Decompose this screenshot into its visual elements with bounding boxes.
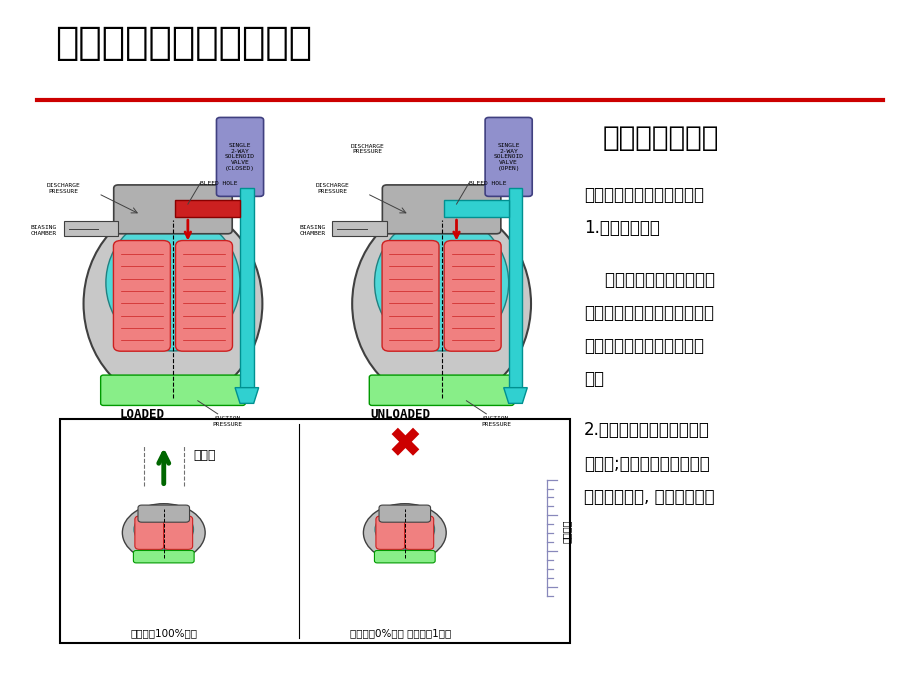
Text: BLEED HOLE: BLEED HOLE bbox=[200, 181, 237, 186]
Bar bbox=[176, 200, 240, 217]
Text: SUCTION
PRESSURE: SUCTION PRESSURE bbox=[212, 416, 243, 427]
Text: LOADED: LOADED bbox=[120, 408, 165, 420]
Text: SUCTION
PRESSURE: SUCTION PRESSURE bbox=[481, 416, 511, 427]
Text: 量。: 量。 bbox=[584, 370, 604, 388]
Ellipse shape bbox=[375, 509, 434, 549]
Ellipse shape bbox=[352, 204, 530, 404]
FancyBboxPatch shape bbox=[444, 241, 501, 351]
Text: DISCHARGE
PRESSURE: DISCHARGE PRESSURE bbox=[350, 144, 383, 155]
FancyBboxPatch shape bbox=[404, 516, 433, 549]
FancyBboxPatch shape bbox=[382, 185, 500, 234]
Text: 数码涉旋操作分两个阶段：: 数码涉旋操作分两个阶段： bbox=[584, 186, 703, 204]
FancyBboxPatch shape bbox=[100, 375, 245, 406]
Ellipse shape bbox=[84, 204, 262, 404]
FancyBboxPatch shape bbox=[369, 375, 514, 406]
Bar bbox=[444, 200, 508, 217]
Text: SINGLE
2-WAY
SOLENOID
VALVE
(OPEN): SINGLE 2-WAY SOLENOID VALVE (OPEN) bbox=[494, 143, 523, 171]
FancyBboxPatch shape bbox=[374, 551, 435, 563]
FancyBboxPatch shape bbox=[114, 185, 232, 234]
Text: ✖: ✖ bbox=[387, 424, 422, 466]
FancyBboxPatch shape bbox=[376, 516, 404, 549]
FancyBboxPatch shape bbox=[176, 241, 233, 351]
FancyBboxPatch shape bbox=[60, 419, 570, 643]
Text: 阀打开;无容量和制冷剂质流: 阀打开;无容量和制冷剂质流 bbox=[584, 455, 709, 473]
Bar bbox=[240, 188, 254, 388]
Text: 量通过压缩机, 压缩机空转。: 量通过压缩机, 压缩机空转。 bbox=[584, 488, 714, 506]
Text: 1.「负载状态」: 1.「负载状态」 bbox=[584, 219, 659, 237]
Text: 卸载状态0%容量 涉旋分离1毫米: 卸载状态0%容量 涉旋分离1毫米 bbox=[349, 629, 450, 638]
Ellipse shape bbox=[374, 215, 508, 351]
Text: 负载和卸载状态: 负载和卸载状态 bbox=[602, 124, 718, 152]
FancyBboxPatch shape bbox=[216, 117, 264, 197]
Text: BLEED HOLE: BLEED HOLE bbox=[469, 181, 505, 186]
Ellipse shape bbox=[122, 504, 205, 562]
Text: BIASING
CHAMBER: BIASING CHAMBER bbox=[299, 225, 325, 236]
Text: 制冷剂: 制冷剂 bbox=[193, 449, 215, 462]
Text: 传递全部容量和制冷剂质流: 传递全部容量和制冷剂质流 bbox=[584, 337, 703, 355]
Text: BIASING
CHAMBER: BIASING CHAMBER bbox=[30, 225, 57, 236]
Text: UNLOADED: UNLOADED bbox=[369, 408, 430, 420]
Polygon shape bbox=[235, 388, 258, 404]
FancyBboxPatch shape bbox=[381, 241, 438, 351]
Ellipse shape bbox=[106, 215, 240, 351]
FancyBboxPatch shape bbox=[133, 551, 194, 563]
Text: DISCHARGE
PRESSURE: DISCHARGE PRESSURE bbox=[315, 183, 349, 194]
Text: 数码涉旋压缩机工作原理: 数码涉旋压缩机工作原理 bbox=[55, 24, 312, 62]
Ellipse shape bbox=[363, 504, 446, 562]
Text: DISCHARGE
PRESSURE: DISCHARGE PRESSURE bbox=[47, 183, 81, 194]
Bar bbox=[332, 221, 387, 235]
Text: SINGLE
2-WAY
SOLENOID
VALVE
(CLOSED): SINGLE 2-WAY SOLENOID VALVE (CLOSED) bbox=[225, 143, 255, 171]
FancyBboxPatch shape bbox=[113, 241, 170, 351]
FancyBboxPatch shape bbox=[135, 516, 164, 549]
Bar bbox=[508, 188, 522, 388]
FancyBboxPatch shape bbox=[164, 516, 192, 549]
FancyBboxPatch shape bbox=[138, 505, 189, 522]
Ellipse shape bbox=[134, 509, 193, 549]
Text: 此时电磁阀常闭；压缩机: 此时电磁阀常闭；压缩机 bbox=[584, 270, 714, 288]
Text: 象常规涉旋压缩机一样工作，: 象常规涉旋压缩机一样工作， bbox=[584, 304, 713, 322]
Bar bbox=[63, 221, 119, 235]
FancyBboxPatch shape bbox=[484, 117, 531, 197]
Text: 2.「卸载状态」，此时电磁: 2.「卸载状态」，此时电磁 bbox=[584, 422, 709, 440]
Polygon shape bbox=[504, 388, 527, 404]
Text: 负载状态100%容量: 负载状态100%容量 bbox=[130, 629, 197, 638]
FancyBboxPatch shape bbox=[379, 505, 430, 522]
Text: 毫米刻度: 毫米刻度 bbox=[561, 520, 571, 543]
